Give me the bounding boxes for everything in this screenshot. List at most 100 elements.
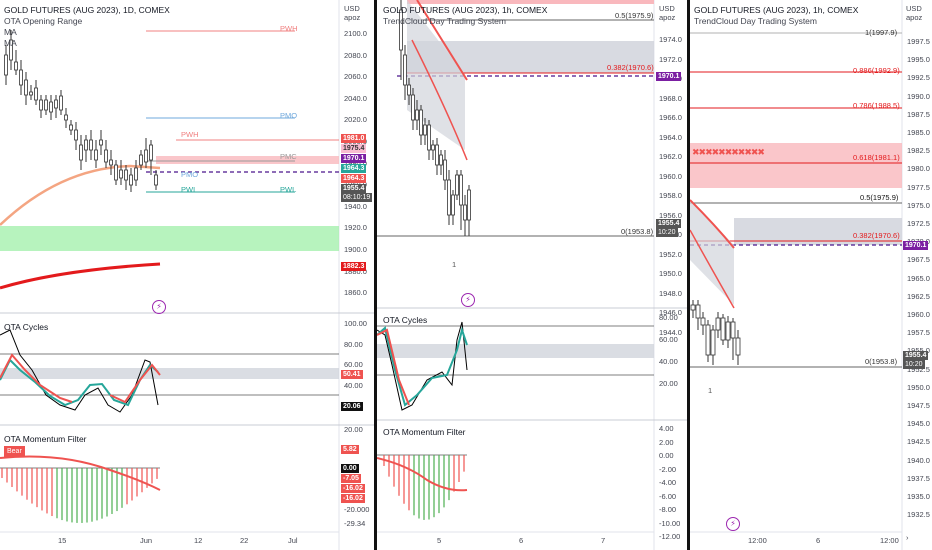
cycles-tick: 80.00 xyxy=(344,339,363,349)
ota-cycles-title[interactable]: OTA Cycles xyxy=(4,322,49,332)
chart-pane-hourly-zoom[interactable]: ✖✖✖✖✖✖✖✖✖✖✖ GOLD FUTURES (AUG 2023), 1h,… xyxy=(690,0,932,550)
price-tick: 1966.0 xyxy=(659,113,682,122)
candle-body xyxy=(44,99,48,111)
time-tick: Jul xyxy=(288,536,298,545)
candle-body xyxy=(74,129,78,141)
momentum-tick: -4.00 xyxy=(659,478,677,487)
hourly-zoom-canvas[interactable]: ✖✖✖✖✖✖✖✖✖✖✖ xyxy=(690,0,932,550)
pane2-currency: USD xyxy=(659,4,675,13)
fib-zone-pink xyxy=(690,143,902,188)
bear-badge: Bear xyxy=(4,446,25,457)
fib-0382-label: 0.382(1970.6) xyxy=(607,63,654,72)
momentum-tick: -16.02 xyxy=(341,484,365,493)
cycles-tick: 20.00 xyxy=(659,379,678,388)
hourly-chart-canvas[interactable] xyxy=(377,0,687,550)
price-tag-1970-3: 1970.1 xyxy=(903,241,929,250)
hourly-zoom-candles xyxy=(690,300,741,365)
price-tag-1970: 1970.1 xyxy=(341,154,367,163)
price-tick: 1997.5 xyxy=(907,37,930,46)
candle-body xyxy=(459,174,463,206)
daily-chart-canvas[interactable] xyxy=(0,0,374,550)
price-tick: 1955.0 xyxy=(907,346,930,355)
candle-body xyxy=(435,144,439,166)
candle-body xyxy=(700,317,706,326)
price-tick: 2060.0 xyxy=(344,72,367,82)
pane-divider-2[interactable] xyxy=(687,0,690,550)
candle-body xyxy=(99,139,103,146)
price-tag-1964: 1964.3 xyxy=(341,164,367,173)
price-tick: 1987.5 xyxy=(907,109,930,119)
fib-0-label: 0(1953.8) xyxy=(621,227,654,236)
pane2-unit: apoz xyxy=(659,13,676,22)
countdown-tag-2: 10:20 xyxy=(656,228,678,237)
momentum-tick: 0.00 xyxy=(341,464,359,473)
candle-body xyxy=(439,154,443,166)
candle-body xyxy=(109,159,113,166)
time-tick: 6 xyxy=(816,536,821,545)
candle-body xyxy=(84,139,88,151)
candle-body xyxy=(4,54,8,76)
cycle-line-green xyxy=(0,358,159,407)
countdown-tag: 08:10:19 xyxy=(341,193,373,202)
price-tick: 1940.0 xyxy=(907,455,930,465)
ota-cycles-title-2[interactable]: OTA Cycles xyxy=(383,315,428,325)
price-tick: 1950.0 xyxy=(659,269,682,278)
price-tick: 1956.0 xyxy=(659,210,682,220)
fib-0618-label: 0.618(1981.1) xyxy=(853,153,900,162)
candle-body xyxy=(455,174,459,196)
time-tick: 12:00 xyxy=(880,536,899,545)
price-tick: 1880.0 xyxy=(344,266,367,276)
candle-body xyxy=(54,99,58,109)
price-tick: 1940.0 xyxy=(344,201,367,211)
time-tick: 6 xyxy=(519,536,524,545)
candle-body xyxy=(134,167,138,181)
pane1-indicator-1[interactable]: OTA Opening Range xyxy=(4,16,83,26)
chart-pane-hourly[interactable]: GOLD FUTURES (AUG 2023), 1h, COMEX Trend… xyxy=(377,0,687,550)
cycles-tick: 100.00 xyxy=(344,319,367,328)
price-tick: 1952.5 xyxy=(907,364,930,374)
chevron-icon[interactable]: › xyxy=(906,533,909,542)
candle-body xyxy=(114,164,118,181)
pane3-indicator-1[interactable]: TrendCloud Day Trading System xyxy=(694,16,817,26)
ota-momentum-title[interactable]: OTA Momentum Filter xyxy=(4,434,87,444)
momentum-tick: -20.000 xyxy=(344,505,370,514)
candle-body xyxy=(463,204,467,221)
momentum-signal-line xyxy=(0,455,161,491)
candle-body xyxy=(411,94,415,121)
cycles-tick: 40.00 xyxy=(344,380,363,390)
candle-body xyxy=(419,109,423,136)
pane2-indicator-1[interactable]: TrendCloud Day Trading System xyxy=(383,16,506,26)
candle-body xyxy=(415,109,419,121)
candle-body xyxy=(29,91,33,96)
price-tick: 1945.0 xyxy=(907,419,930,429)
candle-body xyxy=(69,124,73,131)
pane-divider-1[interactable] xyxy=(374,0,377,550)
candle-body xyxy=(14,61,18,71)
price-tick: 1965.0 xyxy=(907,273,930,283)
cycle-line-red xyxy=(0,353,73,403)
pwh-label: PWH xyxy=(280,24,298,33)
pane1-currency: USD xyxy=(344,4,360,13)
pane1-indicator-2[interactable]: MA xyxy=(4,27,17,37)
price-tick: 2080.0 xyxy=(344,50,367,60)
price-tick: 1990.0 xyxy=(907,91,930,101)
price-tick: 1948.0 xyxy=(659,288,682,298)
chart-pane-daily[interactable]: GOLD FUTURES (AUG 2023), 1D, COMEX OTA O… xyxy=(0,0,374,550)
price-tick: 2020.0 xyxy=(344,115,367,125)
ota-momentum-title-2[interactable]: OTA Momentum Filter xyxy=(383,427,466,437)
countdown-tag-3: 10:20 xyxy=(903,360,925,369)
price-tick: 1900.0 xyxy=(344,245,367,254)
candle-body xyxy=(154,174,158,186)
lightning-icon-3[interactable]: ⚡ xyxy=(726,517,740,531)
lightning-icon-2[interactable]: ⚡ xyxy=(461,293,475,307)
pane1-indicator-3[interactable]: MA xyxy=(4,38,17,48)
price-tick: 1935.0 xyxy=(907,492,930,501)
time-tick: 12 xyxy=(194,536,203,545)
lightning-icon[interactable]: ⚡ xyxy=(152,300,166,314)
price-tick: 1958.0 xyxy=(659,191,682,200)
price-tick: 1974.0 xyxy=(659,35,682,44)
time-tick: 22 xyxy=(240,536,249,545)
last-price-tag-3: 1955.4 xyxy=(903,351,929,360)
price-tick: 2100.0 xyxy=(344,29,367,38)
pmo-label-2: PMO xyxy=(181,170,199,179)
